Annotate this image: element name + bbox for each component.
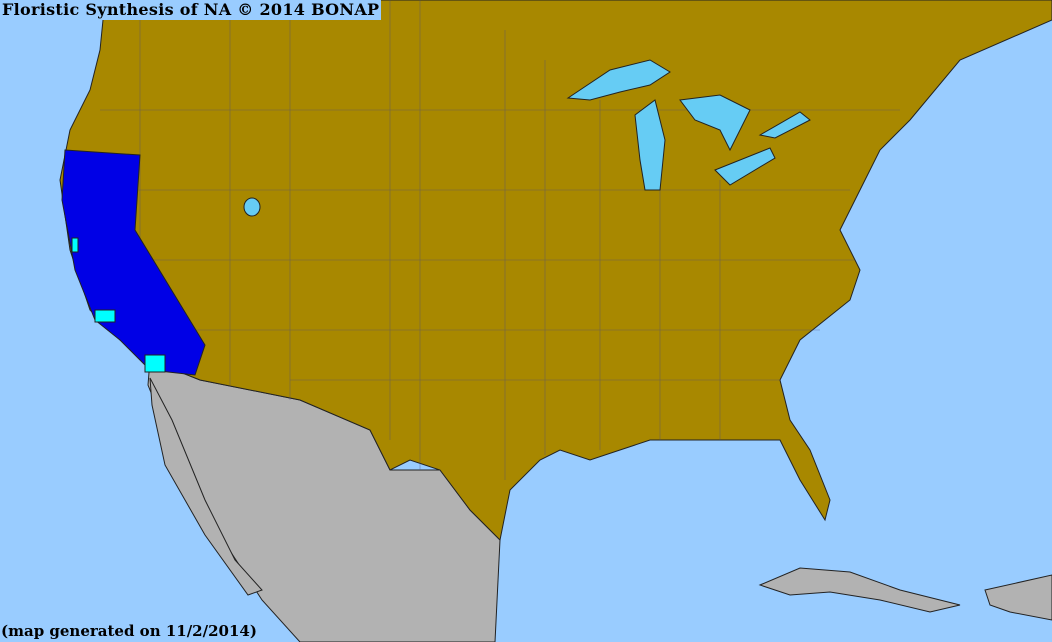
map-generated-date: (map generated on 11/2/2014): [1, 622, 257, 640]
county-present-2: [144, 354, 166, 373]
baja-california: [149, 377, 263, 596]
hispaniola: [984, 574, 1052, 621]
map-title: Floristic Synthesis of NA © 2014 BONAP: [0, 0, 382, 20]
county-present-1: [94, 309, 116, 323]
great-lakes: [243, 59, 811, 217]
cuba: [758, 567, 961, 613]
county-present-3: [71, 237, 79, 253]
